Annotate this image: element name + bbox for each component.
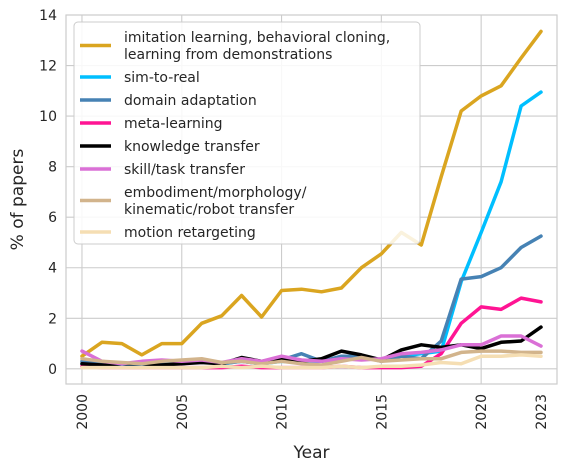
x-tick-label: 2000 xyxy=(75,394,91,430)
legend-label-3: meta-learning xyxy=(124,116,223,132)
legend-label-7: motion retargeting xyxy=(124,225,256,241)
legend-label-2: domain adaptation xyxy=(124,93,257,109)
legend-label-6: embodiment/morphology/kinematic/robot tr… xyxy=(124,185,307,218)
y-tick-label: 14 xyxy=(39,8,57,24)
x-tick-label: 2010 xyxy=(275,394,291,430)
y-tick-label: 8 xyxy=(48,160,57,176)
series-lines xyxy=(80,29,543,370)
y-tick-label: 10 xyxy=(39,109,57,125)
x-tick-label: 2023 xyxy=(534,394,550,430)
x-tick-label: 2020 xyxy=(474,394,490,430)
y-tick-label: 12 xyxy=(39,59,57,75)
legend-label-0: imitation learning, behavioral cloning, l… xyxy=(124,30,390,63)
legend-label-4: knowledge transfer xyxy=(124,139,260,155)
y-axis-label: % of papers xyxy=(8,149,28,251)
y-tick-label: 0 xyxy=(48,362,57,378)
y-tick-label: 2 xyxy=(48,311,57,327)
legend-label-1: sim-to-real xyxy=(124,70,200,86)
x-tick-label: 2015 xyxy=(374,394,390,430)
legend: imitation learning, behavioral cloning, l… xyxy=(73,21,421,245)
tick-labels: 0 2 4 6 8 10 12 14 2000 2005 2010 2015 2020 2023 xyxy=(39,8,550,430)
y-tick-label: 4 xyxy=(48,261,57,277)
series-line-7 xyxy=(80,353,543,370)
series-line-6 xyxy=(80,349,543,367)
x-tick-label: 2005 xyxy=(175,394,191,430)
y-tick-label: 6 xyxy=(48,210,57,226)
x-axis-label: Year xyxy=(293,443,330,463)
legend-box xyxy=(73,21,421,245)
legend-label-5: skill/task transfer xyxy=(124,162,245,178)
series-line-0 xyxy=(80,29,543,358)
plot-frame xyxy=(65,14,558,385)
